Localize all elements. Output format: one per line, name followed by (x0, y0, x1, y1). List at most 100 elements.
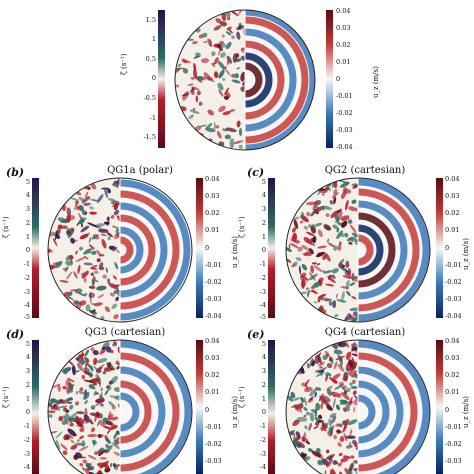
vortex-blob (327, 242, 335, 248)
vortex-blob (317, 308, 327, 314)
vortex-blob (95, 392, 99, 395)
tick: -0.5 (143, 94, 156, 102)
vortex-blob (301, 264, 308, 271)
tick: 1 (151, 35, 156, 43)
panel-d-right-colorbar (196, 340, 203, 474)
vortex-blob (68, 214, 76, 220)
vortex-blob (90, 273, 93, 276)
vortex-blob (112, 343, 117, 347)
vortex-blob (349, 462, 354, 472)
tick: 0.02 (445, 209, 460, 217)
vortex-blob (207, 109, 214, 116)
vortex-blob (70, 197, 79, 201)
velocity-ring (357, 340, 430, 474)
vortex-blob (85, 304, 91, 312)
vortex-blob (342, 407, 347, 412)
vortex-blob (303, 237, 313, 244)
vortex-blob (106, 362, 115, 371)
vortex-blob (188, 114, 194, 120)
vortex-blob (315, 421, 320, 426)
vortex-blob (327, 238, 330, 243)
vortex-blob (242, 82, 247, 90)
panel-a-left-colorbar (158, 10, 165, 148)
vortex-blob (112, 246, 118, 252)
vortex-blob (353, 395, 360, 401)
vortex-blob (107, 411, 112, 421)
vortex-blob (290, 236, 294, 242)
vortex-blob (96, 380, 101, 385)
vortex-blob (342, 188, 352, 194)
vortex-blob (349, 441, 352, 446)
vortex-blob (116, 286, 121, 297)
tick: 0 (151, 74, 156, 82)
vortex-blob (351, 365, 356, 370)
vortex-blob (72, 434, 78, 437)
vortex-blob (342, 340, 350, 348)
vortex-blob (75, 300, 79, 309)
vortex-blob (78, 213, 83, 220)
vortex-blob (300, 215, 309, 223)
vortex-blob (332, 224, 338, 229)
vortex-blob (339, 356, 343, 368)
vortex-blob (222, 111, 231, 116)
vortex-blob (345, 418, 350, 424)
vortex-blob (78, 446, 89, 451)
panel-d-left-colorbar-label: ζ (s⁻¹) (2, 386, 10, 408)
vortex-blob (218, 89, 224, 97)
vortex-blob (347, 268, 352, 278)
vortex-blob (314, 417, 319, 421)
vortex-blob (83, 367, 91, 371)
vortex-blob (83, 255, 89, 260)
vortex-blob (309, 412, 315, 422)
vortex-blob (97, 397, 105, 403)
vortex-blob (324, 350, 330, 357)
vortex-blob (69, 255, 74, 260)
tick: 0.03 (445, 192, 460, 200)
vortex-blob (79, 246, 83, 251)
vortex-blob (113, 231, 123, 240)
vortex-blob (107, 218, 110, 224)
vortex-blob (235, 53, 240, 58)
vortex-blob (111, 442, 121, 450)
vortex-blob (95, 398, 105, 404)
vortex-blob (108, 380, 114, 385)
tick: -0.03 (445, 457, 462, 465)
vortex-blob (348, 241, 353, 245)
vortex-blob (315, 402, 321, 411)
vortex-blob (214, 57, 219, 64)
panel-e-left-ticks: 5 4 3 2 1 0 -1 -2 -3 -4 (250, 340, 266, 474)
tick: 2 (261, 381, 266, 389)
vortex-blob (83, 379, 93, 383)
vortex-blob (338, 358, 343, 362)
vortex-blob (73, 206, 80, 210)
tick: 4 (261, 191, 266, 199)
vortex-blob (306, 363, 310, 369)
vortex-blob (356, 445, 360, 450)
velocity-ring (357, 366, 404, 458)
vortex-blob (353, 317, 356, 322)
vortex-blob (351, 342, 356, 352)
vortex-blob (350, 361, 358, 372)
vortex-blob (85, 418, 92, 424)
tick: 0.04 (445, 175, 460, 183)
vortex-blob (98, 228, 109, 233)
tick: 1 (25, 233, 30, 241)
vortex-blob (69, 227, 75, 232)
vortex-blob (104, 389, 110, 396)
vortex-blob (112, 341, 118, 346)
tick: 0.04 (336, 7, 351, 15)
vortex-blob (99, 266, 105, 271)
panel-c-label: (c) (247, 166, 265, 179)
vortex-blob (196, 75, 204, 81)
vortex-blob (303, 414, 307, 418)
vortex-blob (302, 252, 312, 257)
vortex-blob (288, 243, 291, 249)
vortex-blob (326, 402, 330, 407)
vortex-blob (74, 288, 83, 294)
vortex-blob (328, 377, 338, 384)
vortex-blob (215, 18, 222, 24)
vortex-blob (331, 468, 338, 474)
vortex-blob (221, 11, 227, 22)
vortex-blob (95, 411, 101, 419)
vortex-blob (89, 291, 92, 296)
